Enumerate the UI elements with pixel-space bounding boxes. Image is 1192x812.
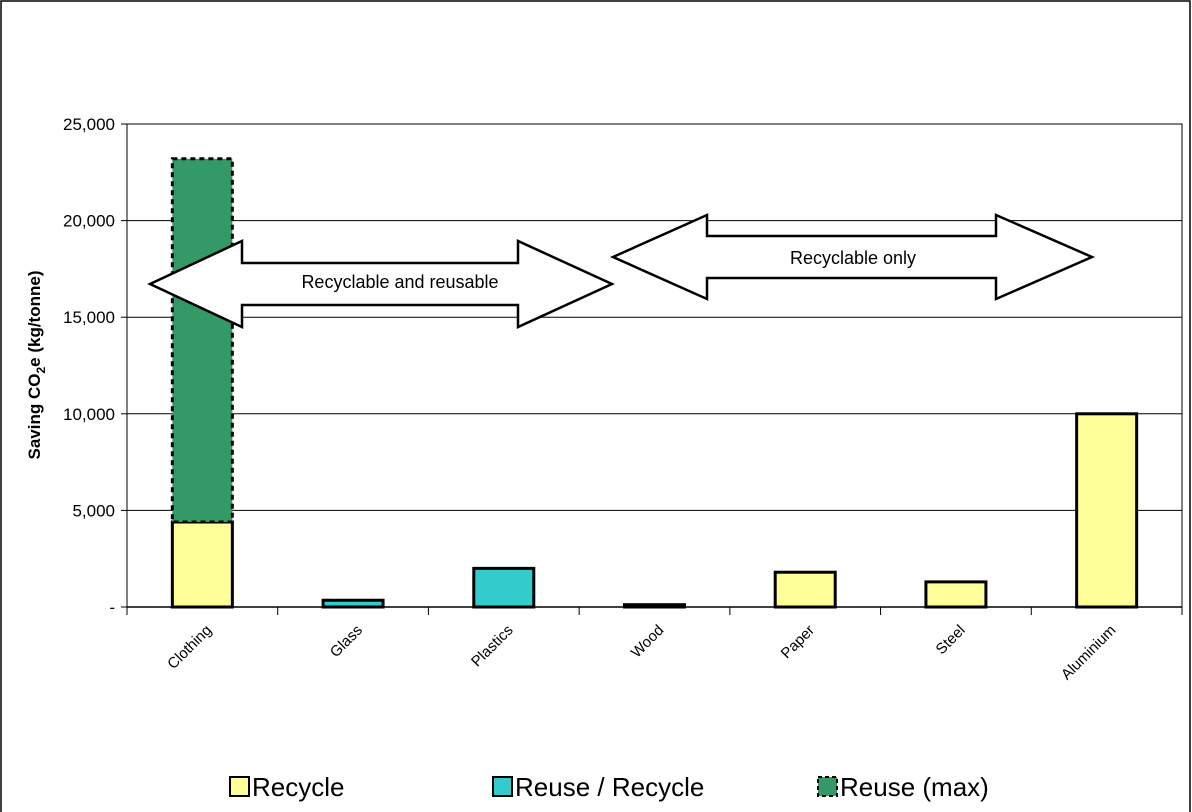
legend-item-reuse-recycle: Reuse / Recycle: [492, 772, 704, 802]
double-arrow-shape: [147, 239, 616, 329]
x-tick-marks: [126, 607, 1183, 615]
annotation-label: Recyclable only: [790, 248, 916, 268]
legend: Recycle Reuse / Recycle Reuse (max): [229, 772, 989, 802]
legend-item-recycle: Recycle: [229, 772, 344, 802]
bar-clothing-reuse-max: [170, 157, 234, 524]
bar-plastics-reuse-recycle: [472, 566, 536, 609]
annotation-recyclable-only: Recyclable only: [609, 213, 1096, 301]
y-tick-label: -: [109, 598, 115, 617]
y-tick-label: 5,000: [72, 501, 115, 520]
legend-label-reuse-recycle: Reuse / Recycle: [515, 772, 704, 802]
legend-item-reuse-max: Reuse (max): [817, 772, 989, 802]
legend-label-reuse-max: Reuse (max): [840, 772, 989, 802]
bar-glass-reuse-recycle: [321, 598, 385, 609]
legend-swatch-reuse-max: [817, 776, 838, 797]
y-tick-label: 25,000: [63, 115, 115, 134]
bars: [170, 157, 1139, 609]
bar-clothing-recycle: [170, 520, 234, 609]
y-tick-label: 10,000: [63, 405, 115, 424]
y-tick-labels: - 5,000 10,000 15,000 20,000 25,000: [63, 115, 115, 617]
double-arrow-shape: [609, 213, 1096, 301]
legend-swatch-reuse-recycle: [492, 776, 513, 797]
y-axis-title: Saving CO2e (kg/tonne): [25, 271, 48, 460]
legend-swatch-recycle: [229, 776, 250, 797]
plot-area: [121, 123, 1183, 615]
y-tick-label: 15,000: [63, 308, 115, 327]
annotation-recyclable-and-reusable: Recyclable and reusable: [147, 239, 616, 329]
annotation-label: Recyclable and reusable: [301, 272, 498, 292]
bar-aluminium-recycle: [1075, 412, 1139, 609]
legend-label-recycle: Recycle: [252, 772, 344, 802]
bar-steel-recycle: [924, 580, 988, 609]
y-tick-label: 20,000: [63, 212, 115, 231]
bar-paper-recycle: [773, 570, 837, 609]
